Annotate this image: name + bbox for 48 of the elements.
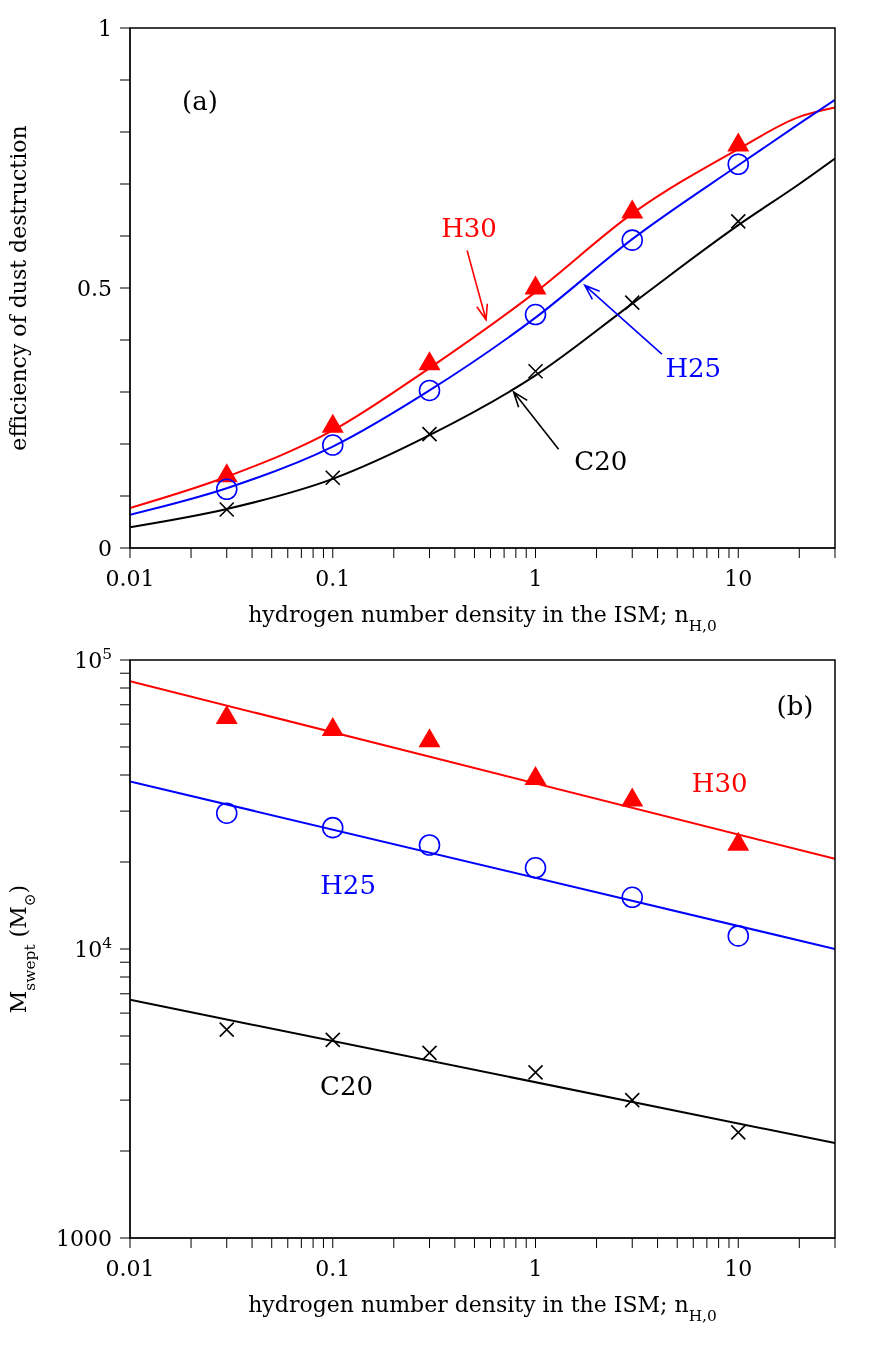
y-tick-label: 10$^{5}$ [74,645,112,673]
point [727,925,750,947]
point [524,765,547,785]
x-tick-label: 0.01 [105,1256,155,1281]
x-tick-label: 0.1 [315,1256,351,1281]
point [418,728,441,748]
point [215,478,238,501]
y-tick-label: 1 [98,16,112,41]
point [524,275,547,295]
x-axis-title: hydrogen number density in the ISM; n$_{H,0}$ [248,1292,717,1325]
point [421,1045,438,1061]
point [730,1124,747,1141]
annotation: (a) [182,86,218,116]
y-tick-label: 10$^{4}$ [74,934,113,962]
point [218,501,235,518]
point [527,1064,544,1081]
point [215,705,238,725]
point [418,834,441,856]
text: H25 [665,353,722,384]
annotation: (b) [776,691,814,721]
series-label: C20 [320,1070,374,1101]
series-label: H30 [441,212,497,243]
x-tick-label: 0.1 [315,566,351,591]
point [215,802,238,825]
point [527,363,544,379]
point [218,1021,235,1038]
text: C20 [574,445,628,476]
y-axis-title: efficiency of dust destruction [6,125,31,451]
point [524,303,547,326]
point [727,132,750,152]
x-tick-label: 1 [528,566,543,591]
x-tick-label: 10 [724,1256,753,1281]
series-label: H30 [691,767,748,798]
point [727,153,750,176]
point [421,426,438,442]
x-tick-label: 0.01 [105,566,155,591]
point [727,831,750,851]
point [418,379,441,402]
point [730,213,747,230]
point [524,856,547,879]
series-label: H25 [320,869,376,900]
y-tick-label: 0.5 [77,276,112,301]
y-tick-label: 0 [98,536,112,561]
point [418,351,441,371]
x-tick-label: 10 [724,566,753,591]
x-tick-label: 1 [528,1256,543,1281]
x-axis-title: hydrogen number density in the ISM; n$_{H,0}$ [248,602,717,635]
y-tick-label: 1000 [56,1226,112,1251]
